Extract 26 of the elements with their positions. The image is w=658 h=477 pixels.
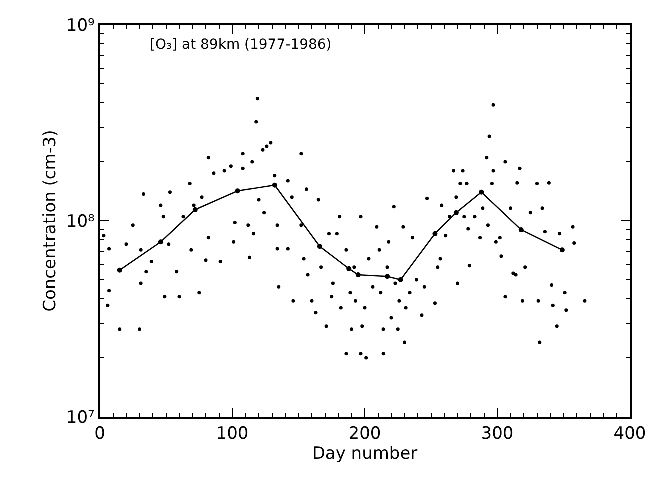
y-tick-label: 10⁹: [66, 16, 96, 36]
point: [346, 266, 352, 272]
y-tick-label: 10⁷: [66, 408, 96, 428]
point: [518, 227, 524, 232]
point: [192, 207, 198, 212]
point: [385, 274, 390, 280]
point: [117, 268, 122, 273]
x-axis-title: Day number: [312, 444, 418, 464]
annotation: [O₃] at 89km (1977-1986): [150, 37, 332, 53]
point: [432, 231, 438, 236]
point: [398, 278, 404, 282]
x-tick-label: 0: [94, 424, 106, 444]
y-tick-label: 10⁸: [66, 212, 96, 232]
y-axis-title: Concentration (cm-3): [40, 130, 60, 312]
x-tick-label: 400: [614, 424, 646, 444]
point: [560, 248, 565, 253]
point: [317, 244, 322, 250]
point: [479, 190, 484, 195]
point: [158, 240, 164, 245]
x-tick-label: 200: [348, 424, 382, 444]
point: [235, 188, 240, 194]
point: [356, 272, 361, 278]
point: [272, 182, 278, 188]
x-tick-label: 300: [481, 424, 514, 444]
point: [454, 210, 459, 216]
x-tick-label: 100: [216, 424, 249, 444]
